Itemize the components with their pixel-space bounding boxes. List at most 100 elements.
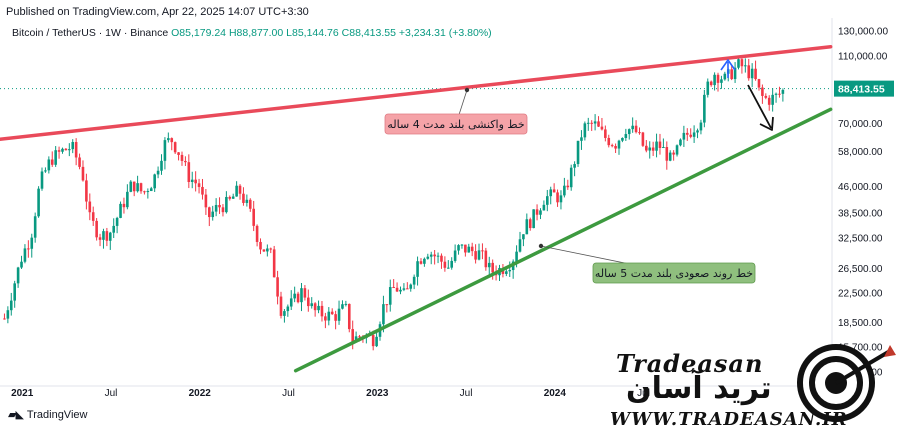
candle-body <box>546 196 549 205</box>
candle-body <box>23 248 27 262</box>
candle-body <box>692 132 696 137</box>
candle-body <box>238 185 242 194</box>
candle-body <box>750 68 754 79</box>
candle-body <box>607 137 611 146</box>
candle-body <box>102 231 105 240</box>
candle-body <box>269 248 273 250</box>
candle-body <box>180 154 184 161</box>
candles <box>3 55 785 351</box>
candle-body <box>583 123 587 138</box>
symbol-label[interactable]: Bitcoin / TetherUS · 1W · Binance <box>12 27 169 39</box>
candle-body <box>576 140 580 165</box>
candle-body <box>559 195 563 203</box>
candle-body <box>662 147 665 149</box>
high-value: H88,877.00 <box>228 27 284 39</box>
up-arrow <box>720 59 736 78</box>
candle-body <box>481 250 484 252</box>
candle-body <box>761 87 764 96</box>
candle-body <box>518 239 522 252</box>
resistance-trendline <box>0 45 833 142</box>
candle-body <box>563 185 566 196</box>
candle-body <box>648 147 652 151</box>
candle-body <box>395 287 399 292</box>
candle-body <box>122 203 126 208</box>
tradingview-footer: ▰◣ TradingView <box>8 408 87 421</box>
tradingview-brand: TradingView <box>26 408 88 421</box>
candle-body <box>429 254 433 257</box>
candle-body <box>341 304 344 309</box>
candle-body <box>590 122 593 124</box>
candle-body <box>627 129 631 135</box>
candle-body <box>733 67 737 80</box>
candle-body <box>330 311 334 315</box>
candle-body <box>604 129 607 138</box>
candle-body <box>204 194 208 208</box>
candle-body <box>317 305 320 311</box>
candle-body <box>737 59 740 68</box>
candle-body <box>149 188 153 192</box>
candle-body <box>767 97 771 105</box>
candle-body <box>747 65 751 79</box>
support-callout-text: خط روند صعودی بلند مدت 5 ساله <box>595 267 753 280</box>
candle-body <box>68 149 71 151</box>
candle-body <box>78 157 81 167</box>
candle-body <box>143 191 146 193</box>
candle-body <box>764 95 768 98</box>
candle-body <box>713 74 716 86</box>
candle-body <box>484 250 488 268</box>
support-callout-box <box>592 262 756 284</box>
candle-body <box>293 293 296 299</box>
candle-body <box>211 211 215 218</box>
candle-body <box>95 220 98 238</box>
candle-body <box>388 287 392 305</box>
target-logo-icon <box>797 344 896 422</box>
resistance-callout-box <box>384 113 528 135</box>
candle-body <box>416 261 419 277</box>
y-tick-label: 18,500.00 <box>838 318 883 329</box>
candle-body <box>532 209 535 229</box>
candle-body <box>9 300 13 311</box>
candle-body <box>542 204 546 211</box>
change-value: +3,234.31 (+3.80%) <box>398 27 492 39</box>
candle-body <box>586 122 590 124</box>
candle-body <box>194 179 197 184</box>
candle-body <box>675 145 679 155</box>
candle-body <box>730 69 733 80</box>
resistance-callout-text: خط واکنشی بلند مدت 4 ساله <box>387 118 524 131</box>
candle-body <box>40 171 44 189</box>
candle-body <box>446 267 450 269</box>
candle-body <box>556 192 559 203</box>
candle-body <box>419 261 423 264</box>
x-tick-label: 2024 <box>544 388 567 399</box>
candle-body <box>108 232 112 241</box>
candle-body <box>289 298 293 307</box>
candle-body <box>136 183 139 192</box>
candle-body <box>645 145 648 151</box>
ohlc-legend: Bitcoin / TetherUS · 1W · Binance O85,17… <box>12 27 492 39</box>
candle-body <box>334 314 337 321</box>
candle-body <box>184 160 187 163</box>
candle-body <box>156 170 160 175</box>
candle-body <box>423 258 426 264</box>
candle-body <box>539 210 542 215</box>
candle-body <box>757 79 761 88</box>
y-tick-label: 26,500.00 <box>838 264 883 275</box>
candle-body <box>221 207 225 213</box>
annotations: خط واکنشی بلند مدت 4 ساله خط روند صعودی ب… <box>384 59 774 284</box>
candle-body <box>774 93 778 95</box>
y-tick-label: 110,000.00 <box>838 51 888 62</box>
candle-body <box>593 121 597 124</box>
candle-body <box>3 318 6 320</box>
candle-body <box>272 249 276 278</box>
candle-body <box>487 262 491 268</box>
candle-body <box>706 81 710 95</box>
candle-body <box>347 303 351 330</box>
candle-body <box>682 132 686 140</box>
candle-body <box>33 216 37 238</box>
candle-body <box>580 137 583 141</box>
candle-body <box>703 94 706 123</box>
candle-body <box>6 310 10 319</box>
candle-body <box>139 183 143 192</box>
candle-body <box>467 246 471 253</box>
